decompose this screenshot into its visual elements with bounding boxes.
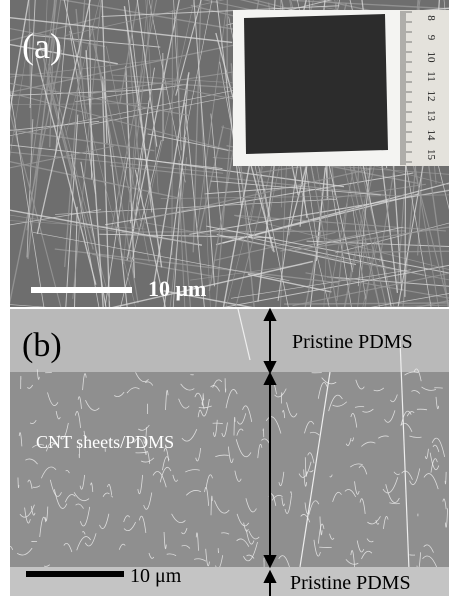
layer-label: Pristine PDMS xyxy=(292,331,413,353)
ruler-number: 9 xyxy=(425,35,437,41)
layer-label: CNT sheets/PDMS xyxy=(36,432,174,452)
ruler-number: 12 xyxy=(425,91,437,102)
panel-label: (a) xyxy=(22,26,62,66)
fiber xyxy=(172,10,173,255)
scale-bar-label: 10 μm xyxy=(130,565,182,587)
sample-film xyxy=(244,14,388,154)
ruler-number: 14 xyxy=(425,130,437,142)
ruler-number: 15 xyxy=(425,149,437,161)
ruler-number: 10 xyxy=(425,52,437,64)
scale-bar xyxy=(31,287,132,293)
ruler-number: 8 xyxy=(425,15,437,21)
layer-label: Pristine PDMS xyxy=(290,572,411,594)
scale-bar-label: 10 μm xyxy=(148,276,206,301)
panel-label: (b) xyxy=(22,327,62,364)
ruler xyxy=(400,10,449,166)
scale-bar xyxy=(26,571,124,577)
ruler-number: 13 xyxy=(425,110,437,122)
ruler-number: 11 xyxy=(425,71,437,82)
figure: 8 9 10 11 12 13 14 15 (a) 10 μm (b) Pristine PD… xyxy=(0,0,449,596)
cnt-layer xyxy=(10,372,449,567)
